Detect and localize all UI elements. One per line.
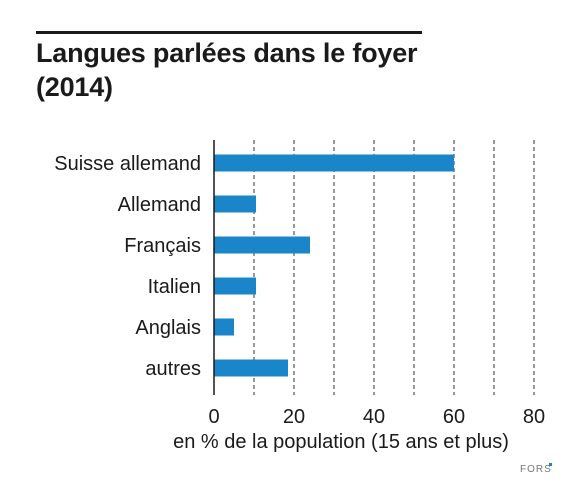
x-tick-label-60: 60 (443, 406, 465, 428)
category-label: Anglais (135, 317, 201, 339)
bar-italien (214, 277, 256, 295)
category-label: Suisse allemand (54, 153, 201, 175)
category-label: Allemand (118, 194, 201, 216)
category-label: autres (145, 358, 201, 380)
chart-title-line-1: Langues parlées dans le foyer (36, 38, 418, 68)
chart-title-line-2: (2014) (36, 72, 113, 102)
category-label: Français (124, 235, 201, 257)
bar-suisse-allemand (214, 154, 454, 172)
x-tick-label-80: 80 (523, 406, 545, 428)
x-tick-label-0: 0 (208, 406, 219, 428)
x-tick-label-20: 20 (283, 406, 305, 428)
bar-anglais (214, 318, 234, 336)
x-tick-label-40: 40 (363, 406, 385, 428)
chart-title: Langues parlées dans le foyer (2014) (36, 36, 456, 104)
bar-fran-ais (214, 236, 310, 254)
fors-logo: FORS (520, 464, 552, 475)
x-axis-title: en % de la population (15 ans et plus) (173, 431, 509, 453)
bar-allemand (214, 195, 256, 213)
fors-logo-dot (549, 463, 552, 466)
category-label: Italien (148, 276, 201, 298)
title-rule (36, 31, 422, 34)
bar-autres (214, 359, 288, 377)
